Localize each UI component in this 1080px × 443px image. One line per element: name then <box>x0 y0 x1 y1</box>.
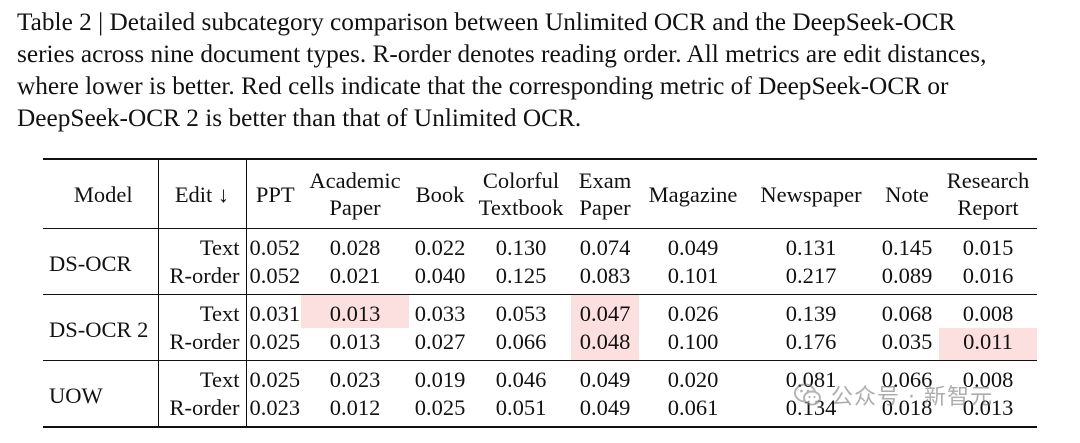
metric-cell: 0.145 <box>881 235 933 260</box>
metric-cell: 0.008 <box>962 367 1014 392</box>
model-name-cell: UOW <box>49 383 103 408</box>
metric-cell: 0.021 <box>329 263 381 288</box>
metric-cell: 0.061 <box>667 395 719 420</box>
table-row: DS-OCR 2 Text 0.031 0.013 0.033 0.053 0.047 0.0… <box>43 294 1037 342</box>
metric-cell: 0.049 <box>667 235 719 260</box>
model-name-cell: DS-OCR 2 <box>49 317 149 342</box>
edit-type-cell: R-order <box>157 394 247 427</box>
metric-cell: 0.046 <box>495 367 547 392</box>
table-body: DS-OCR Text 0.052 0.028 0.022 0.130 0.074 0.049… <box>43 228 1037 427</box>
header-exam-paper: Exam Paper <box>578 168 632 220</box>
header-edit: Edit ↓ <box>157 159 247 229</box>
metric-cell: 0.066 <box>881 367 933 392</box>
header-note: Note <box>885 181 929 207</box>
edit-type-cell: Text <box>157 360 247 394</box>
metric-cell: 0.081 <box>785 367 837 392</box>
metric-cell: 0.101 <box>667 263 719 288</box>
metric-cell: 0.023 <box>329 367 381 392</box>
metric-cell: 0.131 <box>785 235 837 260</box>
metric-cell: 0.023 <box>249 395 301 420</box>
metric-cell: 0.022 <box>414 235 466 260</box>
metric-cell: 0.217 <box>785 263 837 288</box>
metric-cell: 0.049 <box>579 367 631 392</box>
metric-cell: 0.013 <box>329 329 381 354</box>
metric-cell: 0.012 <box>329 395 381 420</box>
metric-cell: 0.026 <box>667 301 719 326</box>
header-ppt: PPT <box>255 181 295 207</box>
metric-cell: 0.027 <box>414 329 466 354</box>
header-colorful-textbook: Colorful Textbook <box>478 168 564 220</box>
header-research-report: Research Report <box>946 168 1030 220</box>
table-caption: Table 2 | Detailed subcategory compariso… <box>17 6 1072 134</box>
edit-type-cell: R-order <box>157 262 247 295</box>
metric-cell: 0.134 <box>785 395 837 420</box>
metric-cell: 0.049 <box>579 395 631 420</box>
metric-cell: 0.025 <box>414 395 466 420</box>
metric-cell: 0.040 <box>414 263 466 288</box>
metric-cell: 0.089 <box>881 263 933 288</box>
edit-type-cell: R-order <box>157 328 247 361</box>
caption-line: DeepSeek-OCR 2 is better than that of Un… <box>17 104 582 132</box>
model-name-cell: DS-OCR <box>49 251 132 276</box>
header-book: Book <box>415 181 465 207</box>
metric-cell: 0.025 <box>249 367 301 392</box>
metric-cell: 0.100 <box>667 329 719 354</box>
caption-line: where lower is better. Red cells indicat… <box>17 72 949 100</box>
table-row: R-order 0.023 0.012 0.025 0.051 0.049 0.061 0.1… <box>43 394 1037 427</box>
metric-cell: 0.139 <box>785 301 837 326</box>
metric-cell: 0.176 <box>785 329 837 354</box>
table-row: R-order 0.052 0.021 0.040 0.125 0.083 0.101 0.2… <box>43 262 1037 295</box>
metric-cell: 0.052 <box>249 235 301 260</box>
metric-cell: 0.053 <box>495 301 547 326</box>
metric-cell: 0.125 <box>495 263 547 288</box>
header-academic-paper: Academic Paper <box>309 168 401 220</box>
metric-cell: 0.035 <box>881 329 933 354</box>
table-row: R-order 0.025 0.013 0.027 0.066 0.048 0.100 0.1… <box>43 328 1037 361</box>
metric-cell: 0.011 <box>939 328 1037 361</box>
metric-cell: 0.013 <box>962 395 1014 420</box>
header-model: Model <box>73 181 133 207</box>
comparison-table-container: Model Edit ↓ PPT Academic Paper Book Colo… <box>43 158 1037 428</box>
caption-line: Table 2 | Detailed subcategory compariso… <box>17 8 956 36</box>
header-row: Model Edit ↓ PPT Academic Paper Book Colo… <box>43 159 1037 229</box>
metric-cell: 0.052 <box>249 263 301 288</box>
metric-cell: 0.048 <box>571 328 639 361</box>
metric-cell: 0.016 <box>962 263 1014 288</box>
edit-type-cell: Text <box>157 228 247 262</box>
metric-cell: 0.083 <box>579 263 631 288</box>
edit-type-cell: Text <box>157 294 247 328</box>
metric-cell: 0.025 <box>249 329 301 354</box>
metric-cell: 0.033 <box>414 301 466 326</box>
comparison-table: Model Edit ↓ PPT Academic Paper Book Colo… <box>43 158 1037 428</box>
metric-cell: 0.066 <box>495 329 547 354</box>
metric-cell: 0.051 <box>495 395 547 420</box>
metric-cell: 0.008 <box>962 301 1014 326</box>
metric-cell: 0.013 <box>301 294 409 328</box>
table-row: DS-OCR Text 0.052 0.028 0.022 0.130 0.074 0.049… <box>43 228 1037 276</box>
metric-cell: 0.031 <box>249 301 301 326</box>
metric-cell: 0.074 <box>579 235 631 260</box>
metric-cell: 0.068 <box>881 301 933 326</box>
metric-cell: 0.015 <box>962 235 1014 260</box>
caption-line: series across nine document types. R-ord… <box>17 40 987 68</box>
table-row: UOW Text 0.025 0.023 0.019 0.046 0.049 0.020 0.0… <box>43 360 1037 408</box>
header-magazine: Magazine <box>648 181 738 207</box>
metric-cell: 0.018 <box>881 395 933 420</box>
header-newspaper: Newspaper <box>760 181 862 207</box>
metric-cell: 0.020 <box>667 367 719 392</box>
metric-cell: 0.028 <box>329 235 381 260</box>
metric-cell: 0.047 <box>571 294 639 328</box>
metric-cell: 0.019 <box>414 367 466 392</box>
metric-cell: 0.130 <box>495 235 547 260</box>
